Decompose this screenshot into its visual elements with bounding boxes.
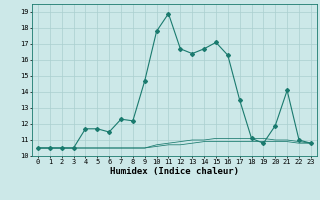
X-axis label: Humidex (Indice chaleur): Humidex (Indice chaleur) — [110, 167, 239, 176]
